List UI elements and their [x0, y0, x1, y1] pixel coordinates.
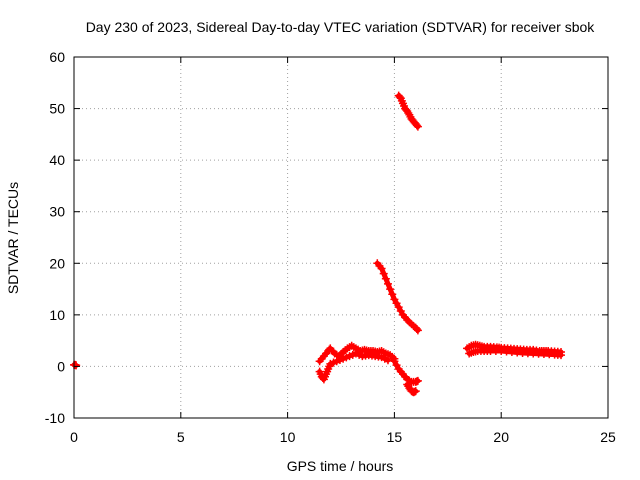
y-axis-title: SDTVAR / TECUs: [5, 182, 21, 294]
x-tick-label: 10: [280, 429, 296, 445]
data-point: [383, 279, 392, 288]
data-point: [379, 269, 388, 278]
plot-frame: [73, 56, 609, 419]
data-points: [70, 91, 566, 397]
data-point: [377, 264, 386, 273]
data-point: [381, 274, 390, 283]
data-point: [413, 122, 422, 131]
x-tick-label: 0: [70, 429, 78, 445]
grid-lines: [74, 57, 608, 418]
x-tick-label: 20: [493, 429, 509, 445]
data-point: [412, 325, 421, 334]
chart-title: Day 230 of 2023, Sidereal Day-to-day VTE…: [86, 19, 596, 35]
x-tick-label: 5: [177, 429, 185, 445]
data-point: [412, 121, 421, 130]
y-tick-label: 50: [49, 101, 65, 117]
y-tick-label: 20: [49, 255, 65, 271]
x-tick-label: 25: [600, 429, 616, 445]
y-tick-label: -10: [45, 410, 65, 426]
data-point: [413, 376, 422, 385]
y-tick-label: 30: [49, 204, 65, 220]
data-point: [411, 387, 420, 396]
y-tick-label: 40: [49, 152, 65, 168]
x-axis-title: GPS time / hours: [287, 458, 394, 474]
y-tick-label: 10: [49, 307, 65, 323]
y-tick-label: 0: [57, 358, 65, 374]
axis-ticks: 0 5 10 15 20 25 -10 0 10 20 30 40 50 60: [45, 49, 616, 445]
data-point: [383, 356, 392, 365]
data-point: [72, 361, 81, 370]
data-point: [557, 351, 566, 360]
data-point: [386, 285, 395, 294]
data-point: [413, 326, 422, 335]
data-point: [388, 290, 397, 299]
x-tick-label: 15: [387, 429, 403, 445]
y-tick-label: 60: [49, 49, 65, 65]
